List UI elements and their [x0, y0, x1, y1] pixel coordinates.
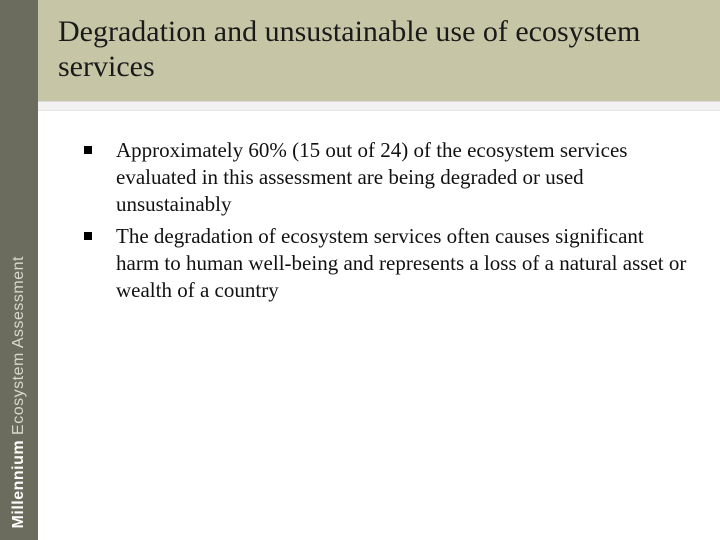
brand-light: Ecosystem Assessment: [10, 256, 27, 440]
slide-title: Degradation and unsustainable use of eco…: [58, 14, 700, 85]
bullet-item: The degradation of ecosystem services of…: [74, 223, 690, 304]
slide-main: Degradation and unsustainable use of eco…: [38, 0, 720, 540]
title-divider: [38, 101, 720, 111]
bullet-item: Approximately 60% (15 out of 24) of the …: [74, 137, 690, 218]
brand-text: Millennium Ecosystem Assessment: [10, 256, 28, 528]
sidebar-brand-strip: Millennium Ecosystem Assessment: [0, 0, 38, 540]
slide-content: Approximately 60% (15 out of 24) of the …: [38, 111, 720, 540]
title-band: Degradation and unsustainable use of eco…: [38, 0, 720, 101]
bullet-list: Approximately 60% (15 out of 24) of the …: [74, 137, 690, 304]
brand-bold: Millennium: [10, 439, 27, 528]
